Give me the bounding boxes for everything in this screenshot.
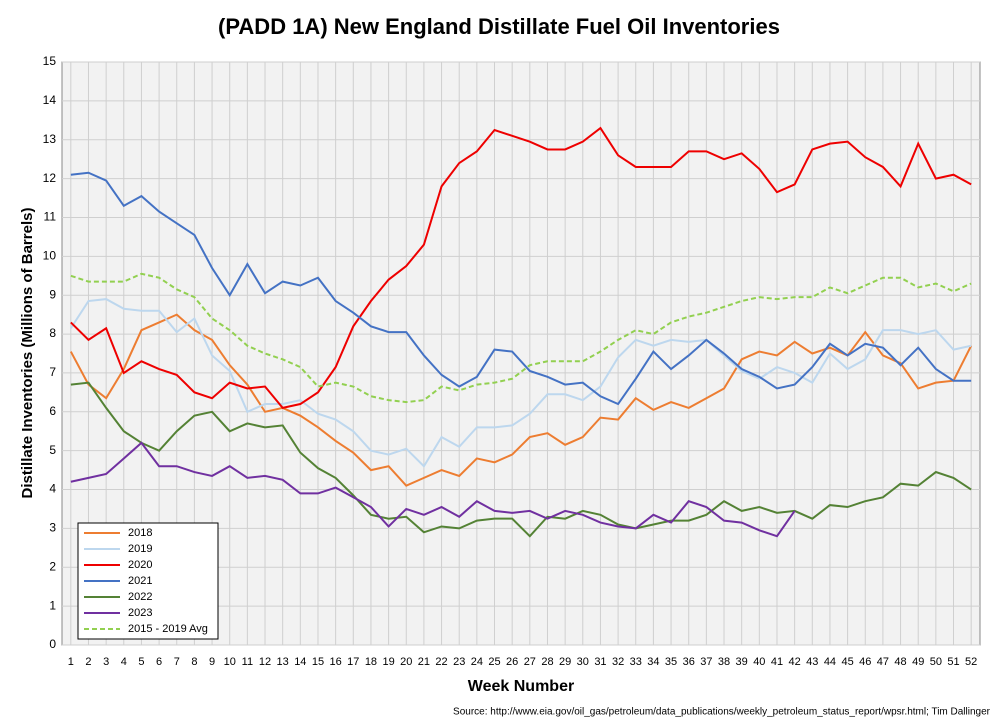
series-line [69,313,973,487]
x-tick-label: 24 [471,656,483,668]
y-tick-label: 5 [49,443,56,457]
x-tick-label: 25 [488,656,500,668]
x-tick-label: 52 [965,656,977,668]
x-tick-label: 37 [700,656,712,668]
x-axis-label: Week Number [468,678,574,695]
y-tick-label: 14 [43,93,57,107]
x-tick-label: 39 [736,656,748,668]
y-tick-label: 12 [43,171,57,185]
x-tick-label: 48 [894,656,906,668]
y-tick-label: 15 [43,54,57,68]
x-tick-label: 12 [259,656,271,668]
series-line [70,171,972,406]
x-tick-label: 44 [824,656,836,668]
x-tick-label: 17 [347,656,359,668]
x-tick-label: 31 [594,656,606,668]
x-tick-label: 43 [806,656,818,668]
x-tick-label: 34 [647,656,659,668]
y-tick-label: 6 [49,404,56,418]
legend-label: 2023 [128,607,152,619]
x-tick-label: 2 [85,656,91,668]
y-tick-label: 7 [49,365,56,379]
x-tick-label: 41 [771,656,783,668]
x-tick-label: 8 [191,656,197,668]
x-tick-label: 26 [506,656,518,668]
x-tick-label: 1 [68,656,74,668]
x-tick-label: 38 [718,656,730,668]
x-tick-label: 4 [121,656,127,668]
x-tick-label: 35 [665,656,677,668]
series-line [70,381,972,538]
x-tick-label: 16 [330,656,342,668]
x-tick-label: 47 [877,656,889,668]
x-tick-label: 9 [209,656,215,668]
x-tick-label: 15 [312,656,324,668]
series-line [70,272,972,404]
x-tick-label: 20 [400,656,412,668]
x-tick-label: 7 [174,656,180,668]
series-line [70,441,796,538]
y-tick-label: 10 [43,249,57,263]
x-tick-label: 6 [156,656,162,668]
x-tick-label: 33 [630,656,642,668]
legend-label: 2021 [128,575,152,587]
y-tick-label: 1 [49,598,56,612]
y-axis-label: Distillate Inventories (Millions of Barr… [19,208,36,499]
x-tick-label: 46 [859,656,871,668]
x-tick-label: 27 [524,656,536,668]
x-tick-label: 28 [541,656,553,668]
x-tick-label: 11 [242,656,253,668]
x-tick-label: 30 [577,656,589,668]
x-tick-label: 42 [789,656,801,668]
x-tick-label: 19 [382,656,394,668]
series-line [69,298,972,468]
legend-label: 2022 [128,591,152,603]
series-line [70,126,972,410]
x-tick-label: 51 [947,656,959,668]
x-tick-label: 50 [930,656,942,668]
x-tick-label: 22 [435,656,447,668]
y-tick-label: 0 [49,637,56,651]
legend-label: 2018 [128,527,152,539]
source: Source: http://www.eia.gov/oil_gas/petro… [453,707,991,718]
y-tick-label: 13 [43,132,57,146]
y-tick-label: 4 [49,482,56,496]
y-tick-label: 9 [49,287,56,301]
x-tick-label: 23 [453,656,465,668]
x-tick-label: 10 [224,656,236,668]
x-tick-label: 13 [277,656,289,668]
x-tick-label: 49 [912,656,924,668]
x-tick-label: 32 [612,656,624,668]
x-tick-label: 18 [365,656,377,668]
y-tick-label: 8 [49,326,56,340]
legend-label: 2015 - 2019 Avg [128,623,208,635]
x-tick-label: 21 [418,656,430,668]
chart-title: (PADD 1A) New England Distillate Fuel Oi… [218,14,780,39]
y-tick-label: 2 [49,559,56,573]
x-tick-label: 29 [559,656,571,668]
x-tick-label: 36 [683,656,695,668]
y-tick-label: 11 [44,210,57,224]
y-tick-label: 3 [49,521,56,535]
x-tick-label: 14 [294,656,306,668]
legend-label: 2019 [128,543,152,555]
legend-label: 2020 [128,559,152,571]
x-tick-label: 40 [753,656,765,668]
x-tick-label: 5 [138,656,144,668]
x-tick-label: 3 [103,656,109,668]
x-tick-label: 45 [841,656,853,668]
